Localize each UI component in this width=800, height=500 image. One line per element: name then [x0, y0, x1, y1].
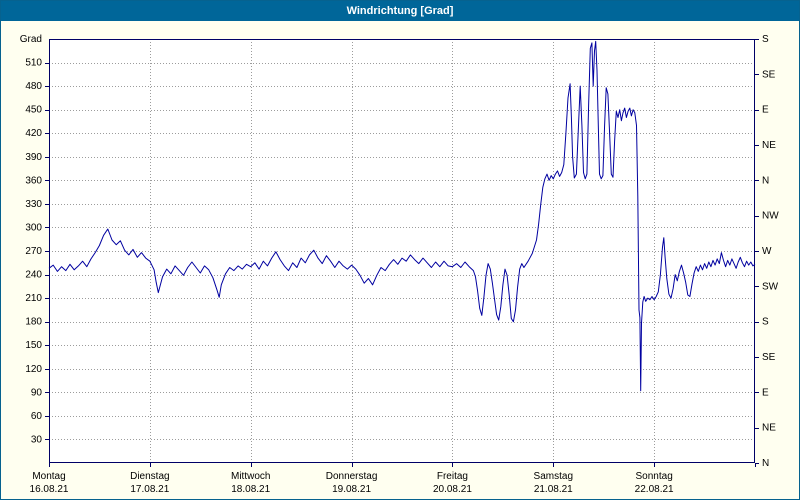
y-tick-label: 270 [25, 246, 42, 257]
compass-tick-label: NW [762, 211, 779, 222]
y-tick-label: 60 [31, 411, 43, 422]
y-tick-label: 420 [25, 128, 42, 139]
axis-ticks [45, 39, 759, 467]
gridlines [49, 39, 755, 463]
compass-tick-label: SE [762, 352, 776, 363]
wind-direction-chart: 30 60 90 120 150 180 210 240 270 300 330 360 390 420 4… [20, 34, 779, 495]
y-tick-label: 180 [25, 317, 42, 328]
compass-tick-label: N [762, 458, 769, 469]
y-tick-label: 360 [25, 175, 42, 186]
x-day-name-label: Dienstag [130, 471, 169, 482]
y-tick-label: 90 [31, 387, 43, 398]
compass-tick-label: SE [762, 69, 776, 80]
y-tick-label: 300 [25, 222, 42, 233]
x-day-name-label: Sonntag [636, 471, 673, 482]
plot-border [49, 39, 755, 463]
window-titlebar: Windrichtung [Grad] [1, 1, 799, 21]
compass-tick-label: E [762, 105, 769, 116]
x-day-date-label: 16.08.21 [30, 484, 69, 495]
x-day-name-label: Montag [32, 471, 65, 482]
compass-tick-label: NE [762, 140, 776, 151]
y-axis-left-labels: 30 60 90 120 150 180 210 240 270 300 330 360 390 420 4… [20, 34, 43, 445]
x-day-date-label: 21.08.21 [534, 484, 573, 495]
y-axis-right-labels: N NE E SE S SW W NW N NE E SE S [762, 34, 779, 469]
compass-tick-label: S [762, 34, 769, 45]
x-day-name-label: Donnerstag [326, 471, 378, 482]
compass-tick-label: SW [762, 281, 779, 292]
x-day-date-label: 19.08.21 [332, 484, 371, 495]
compass-tick-label: NE [762, 423, 776, 434]
y-tick-label: 390 [25, 152, 42, 163]
y-tick-label: 30 [31, 434, 43, 445]
y-tick-label: 450 [25, 105, 42, 116]
y-tick-label: 240 [25, 270, 42, 281]
y-axis-title: Grad [20, 34, 42, 45]
x-day-date-label: 17.08.21 [130, 484, 169, 495]
y-tick-label: 120 [25, 364, 42, 375]
wind-direction-series [48, 40, 756, 392]
window-title: Windrichtung [Grad] [346, 5, 454, 17]
x-day-date-label: 20.08.21 [433, 484, 472, 495]
compass-tick-label: N [762, 175, 769, 186]
y-tick-label: 330 [25, 199, 42, 210]
x-day-name-label: Samstag [534, 471, 573, 482]
compass-tick-label: W [762, 246, 772, 257]
x-day-name-label: Mittwoch [231, 471, 270, 482]
x-day-date-label: 22.08.21 [635, 484, 674, 495]
y-tick-label: 210 [25, 293, 42, 304]
compass-tick-label: E [762, 387, 769, 398]
compass-tick-label: S [762, 317, 769, 328]
x-day-name-label: Freitag [437, 471, 468, 482]
x-day-date-label: 18.08.21 [231, 484, 270, 495]
y-tick-label: 150 [25, 340, 42, 351]
x-axis-labels: Montag 16.08.21 Dienstag 17.08.21 Mittwoch 18… [30, 471, 675, 495]
y-tick-label: 510 [25, 58, 42, 69]
y-tick-label: 480 [25, 81, 42, 92]
